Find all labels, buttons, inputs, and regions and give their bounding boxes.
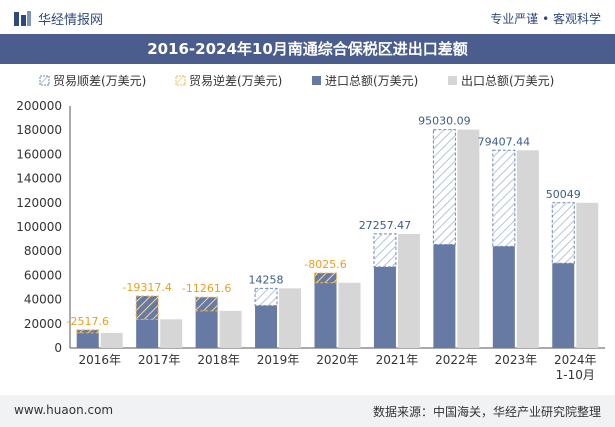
x-tick-label: 2021年 bbox=[376, 353, 419, 367]
import-bar bbox=[492, 246, 515, 348]
x-tick-label: 2020年 bbox=[316, 353, 359, 367]
balance-label: 95030.09 bbox=[418, 115, 471, 128]
legend: 贸易顺差(万美元) 贸易逆差(万美元) 进口总额(万美元) 出口总额(万美元) bbox=[39, 73, 554, 88]
y-tick-label: 60000 bbox=[24, 268, 62, 282]
balance-label: 27257.47 bbox=[359, 219, 412, 232]
legend-label: 出口总额(万美元) bbox=[461, 74, 554, 88]
y-tick-label: 160000 bbox=[16, 147, 62, 161]
x-tick-label: 2019年 bbox=[257, 353, 300, 367]
legend-item-1: 贸易逆差(万美元) bbox=[175, 73, 282, 88]
export-bar bbox=[397, 233, 420, 348]
legend-swatch bbox=[448, 76, 457, 85]
import-bar bbox=[373, 266, 396, 348]
balance-label: 79407.44 bbox=[478, 135, 531, 148]
bar-group: 50049 bbox=[546, 188, 599, 348]
brand-logo-icon bbox=[14, 10, 32, 27]
legend-swatch bbox=[312, 76, 321, 85]
x-tick-label: 2016年 bbox=[78, 353, 121, 367]
y-tick-label: 180000 bbox=[16, 123, 62, 137]
balance-label: -2517.6 bbox=[66, 315, 108, 328]
y-tick-label: 120000 bbox=[16, 196, 62, 210]
bar-group: 14258 bbox=[249, 273, 302, 348]
balance-label: 14258 bbox=[249, 273, 284, 286]
export-bar bbox=[576, 202, 599, 348]
bar-group: -8025.6 bbox=[304, 258, 361, 348]
x-tick-label: 2022年 bbox=[435, 353, 478, 367]
chart: 贸易顺差(万美元) 贸易逆差(万美元) 进口总额(万美元) 出口总额(万美元) 0 20… bbox=[16, 73, 605, 382]
bar-group: 27257.47 bbox=[359, 219, 420, 348]
export-bar bbox=[219, 310, 242, 348]
x-tick-label: 2023年 bbox=[495, 353, 538, 367]
balance-label: -19317.4 bbox=[122, 281, 171, 294]
legend-item-0: 贸易顺差(万美元) bbox=[39, 74, 146, 88]
title-bar: 2016-2024年10月南通综合保税区进出口差额 bbox=[0, 34, 615, 64]
chart-title: 2016-2024年10月南通综合保税区进出口差额 bbox=[147, 40, 468, 58]
y-tick-label: 40000 bbox=[24, 293, 62, 307]
export-bar bbox=[457, 129, 480, 348]
balance-label: -11261.6 bbox=[182, 282, 231, 295]
bar-group: 79407.44 bbox=[478, 135, 539, 348]
bar-group: 95030.09 bbox=[418, 115, 480, 348]
import-bar bbox=[552, 263, 575, 348]
x-axis: 2016年 2017年 2018年 2019年 2020年 2021年 2022年 2023年… bbox=[78, 353, 596, 382]
footer-source: 数据来源：中国海关，华经产业研究院整理 bbox=[372, 405, 601, 419]
export-bar bbox=[100, 332, 123, 348]
bar-group: -19317.4 bbox=[122, 281, 183, 348]
export-bar bbox=[160, 319, 183, 348]
deficit-bar bbox=[195, 296, 219, 312]
import-bar bbox=[255, 305, 278, 348]
legend-swatch bbox=[175, 75, 186, 86]
balance-label: 50049 bbox=[546, 188, 581, 201]
import-bar bbox=[314, 272, 337, 348]
export-bar bbox=[338, 282, 361, 348]
deficit-bar bbox=[314, 272, 337, 284]
footer-website: www.huaon.com bbox=[14, 403, 114, 417]
deficit-bar bbox=[76, 329, 100, 334]
surplus-bar bbox=[551, 202, 575, 264]
y-tick-label: 140000 bbox=[16, 172, 62, 186]
legend-label: 贸易逆差(万美元) bbox=[189, 73, 282, 88]
y-tick-label: 200000 bbox=[16, 99, 62, 113]
y-tick-label: 80000 bbox=[24, 244, 62, 258]
legend-item-3: 出口总额(万美元) bbox=[448, 74, 554, 88]
import-bar bbox=[433, 244, 456, 348]
brand: 华经情报网 bbox=[14, 9, 103, 28]
legend-item-2: 进口总额(万美元) bbox=[312, 74, 418, 88]
brand-name: 华经情报网 bbox=[38, 13, 104, 28]
x-tick-label: 2018年 bbox=[197, 353, 240, 367]
surplus-bar bbox=[254, 287, 278, 307]
x-tick-label: 2024年 1-10月 bbox=[554, 353, 597, 382]
y-axis: 0 20000 40000 60000 80000 100000 120000 140000 1… bbox=[16, 99, 605, 355]
import-bar bbox=[76, 329, 99, 348]
bars: -2517.6 -19317.4 -11261.6 14258 -8025.6 27257… bbox=[66, 115, 599, 348]
y-tick-label: 100000 bbox=[16, 220, 62, 234]
y-tick-label: 20000 bbox=[24, 317, 62, 331]
legend-swatch bbox=[39, 75, 50, 86]
surplus-bar bbox=[492, 149, 516, 247]
surplus-bar bbox=[373, 233, 397, 268]
surplus-bar bbox=[432, 129, 456, 246]
tagline: 专业严谨 • 客观科学 bbox=[490, 12, 601, 26]
top-bar: 华经情报网 专业严谨 • 客观科学 bbox=[0, 0, 615, 36]
legend-label: 贸易顺差(万美元) bbox=[53, 74, 146, 88]
legend-label: 进口总额(万美元) bbox=[325, 74, 418, 88]
x-tick-label: 2017年 bbox=[138, 353, 181, 367]
deficit-bar bbox=[135, 295, 159, 320]
bar-group: -2517.6 bbox=[66, 315, 123, 348]
export-bar bbox=[516, 150, 539, 348]
footer: www.huaon.com 数据来源：中国海关，华经产业研究院整理 bbox=[0, 395, 615, 427]
y-tick-label: 0 bbox=[54, 341, 62, 355]
export-bar bbox=[279, 288, 302, 348]
bar-group: -11261.6 bbox=[182, 282, 242, 348]
balance-label: -8025.6 bbox=[304, 258, 346, 271]
